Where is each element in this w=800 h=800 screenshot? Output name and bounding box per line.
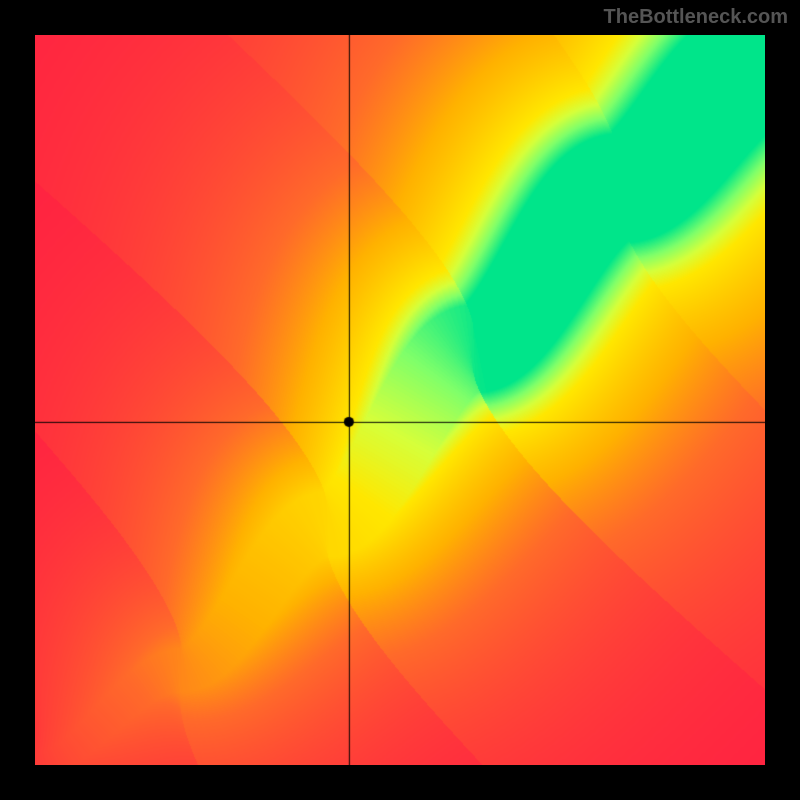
heatmap-canvas: [35, 35, 765, 765]
watermark-text: TheBottleneck.com: [604, 6, 788, 29]
chart-container: TheBottleneck.com: [0, 0, 800, 800]
plot-area: [35, 35, 765, 765]
